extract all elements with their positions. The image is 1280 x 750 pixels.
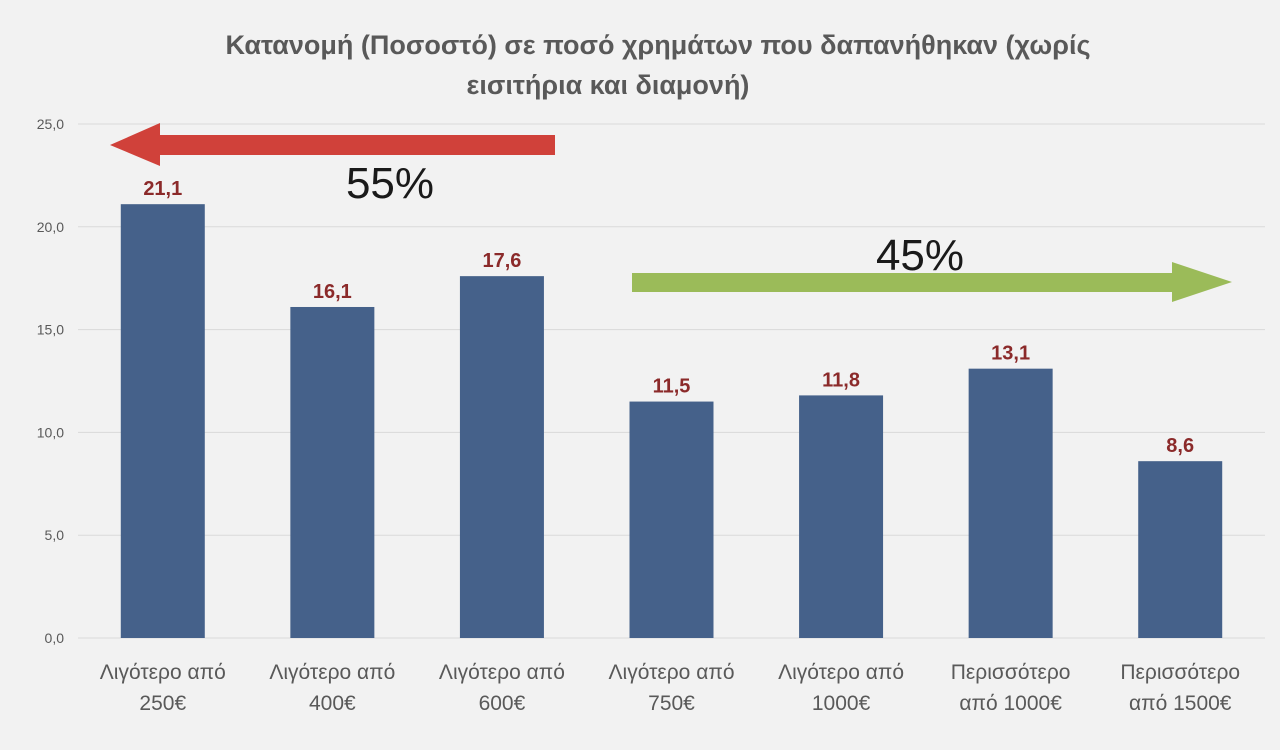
- y-tick-label: 15,0: [37, 322, 64, 338]
- bars: [120, 204, 1223, 638]
- annotation-55-label: 55%: [346, 159, 434, 208]
- y-tick-label: 0,0: [45, 630, 65, 646]
- data-label: 11,8: [822, 369, 860, 391]
- data-label: 11,5: [653, 376, 691, 398]
- x-tick-label: Λιγότερο από 400€: [269, 661, 395, 715]
- chart-title-line-2: εισιτήρια και διαμονή): [467, 70, 750, 100]
- data-label: 17,6: [482, 250, 521, 272]
- bar: [120, 204, 205, 638]
- x-tick-label: Λιγότερο από 1000€: [778, 661, 904, 715]
- bar: [968, 368, 1053, 638]
- data-label: 13,1: [991, 343, 1030, 365]
- arrow-annotation-45: 45%: [632, 231, 1232, 302]
- x-axis: Λιγότερο από 250€ Λιγότερο από 400€ Λιγότερο…: [100, 661, 1240, 715]
- bar: [629, 401, 714, 638]
- bar: [459, 276, 544, 638]
- data-labels: 21,1 16,1 17,6 11,5 11,8 13,1 8,6: [143, 178, 1194, 457]
- bar: [1138, 461, 1223, 638]
- data-label: 16,1: [313, 281, 352, 303]
- annotation-45-label: 45%: [876, 231, 964, 280]
- bar: [799, 395, 884, 638]
- x-tick-label: Λιγότερο από 600€: [439, 661, 565, 715]
- y-tick-label: 10,0: [37, 424, 64, 440]
- x-tick-label: Λιγότερο από 750€: [609, 661, 735, 715]
- red-left-arrow: [110, 123, 555, 166]
- data-label: 8,6: [1166, 435, 1194, 457]
- chart-title-line-1: Κατανομή (Ποσοστό) σε ποσό χρημάτων που …: [225, 30, 1090, 60]
- x-tick-label: Περισσότερο από 1500€: [1120, 661, 1240, 715]
- data-label: 21,1: [143, 178, 182, 200]
- x-tick-label: Λιγότερο από 250€: [100, 661, 226, 715]
- chart-title: Κατανομή (Ποσοστό) σε ποσό χρημάτων που …: [225, 30, 1090, 100]
- arrow-annotation-55: 55%: [110, 123, 555, 208]
- y-tick-label: 25,0: [37, 116, 64, 132]
- y-tick-label: 5,0: [45, 527, 65, 543]
- y-axis: 0,0 5,0 10,0 15,0 20,0 25,0: [37, 116, 64, 646]
- bar: [290, 306, 375, 638]
- green-right-arrow: [632, 262, 1232, 302]
- x-tick-label: Περισσότερο από 1000€: [951, 661, 1071, 715]
- y-tick-label: 20,0: [37, 219, 64, 235]
